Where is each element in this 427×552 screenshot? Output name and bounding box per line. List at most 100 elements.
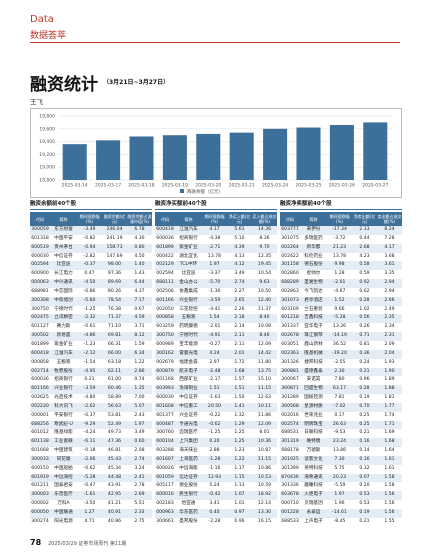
table-cell: -0.37 (83, 262, 96, 268)
table-cell: 44.48 (107, 474, 122, 480)
table-cell: 601919 (31, 474, 49, 480)
table-cell: 0.80 (134, 244, 145, 250)
table-cell: 11.37 (257, 306, 272, 312)
table-cell: 601211 (31, 483, 49, 489)
table-cell: 600030 (156, 395, 174, 401)
table-cell: 300162 (156, 350, 174, 356)
table-cell: 12.09 (257, 421, 272, 427)
table-cell: 000422 (156, 253, 174, 259)
table-cell: 0.16 (359, 456, 370, 462)
table-row: 002679 福建金森 2.97 1.72 11.80 (155, 359, 277, 368)
table-cell: 五粮液 (181, 315, 196, 321)
table-row: 300274 阳光电源 4.71 40.86 2.75 (30, 518, 152, 527)
table-cell: 3.49 (234, 271, 245, 277)
rule (30, 42, 400, 43)
table-cell: 605117 (156, 483, 174, 489)
table-cell: 241.19 (106, 235, 123, 241)
table-cell: -4.38 (208, 235, 221, 241)
table-cell: 捷邦科技 (304, 359, 323, 365)
table-cell: 10.87 (257, 448, 272, 454)
table-cell: 0.70 (359, 403, 370, 409)
column-header: 简称 (59, 216, 68, 222)
table-cell: -2.28 (208, 518, 221, 524)
table-cell: 招商银行 (54, 377, 73, 383)
table-cell: 6.34 (134, 350, 145, 356)
table-cell: 002860 (281, 271, 299, 277)
table-cell: 2.09 (384, 341, 395, 347)
bar (263, 128, 288, 180)
table-cell: -7.02 (333, 403, 346, 409)
table-row: 600026 中远海能 -1.16 1.17 10.86 (155, 465, 277, 474)
table-row: 600030 中信证券 -1.63 1.50 12.63 (155, 394, 277, 403)
table-cell: 301326 (281, 359, 299, 365)
table-cell: 0.60 (134, 439, 145, 445)
table-cell: 兴业银行 (54, 386, 73, 392)
table-cell: -0.47 (83, 483, 96, 489)
table-cell: 5.10 (234, 235, 245, 241)
table-cell: 10.59 (257, 483, 272, 489)
table-cell: 1.02 (359, 306, 370, 312)
table-cell: 多瑞医药 (304, 235, 323, 241)
table-row: 002016 世荣兆业 0.17 0.25 1.74 (280, 412, 402, 421)
table-cell: 9.98 (334, 262, 345, 268)
table-cell: 000002 (31, 501, 49, 507)
table-cell: 3.61 (384, 262, 395, 268)
table-cell: 安诺其 (306, 377, 321, 383)
table-row: 688531 日联科技 -9.53 0.21 1.69 (280, 429, 402, 438)
table-cell: 0.21 (84, 377, 95, 383)
table-cell: 60.46 (107, 386, 122, 392)
table-cell: -4.95 (83, 368, 96, 374)
column-header: 买入额占成交额(%) (252, 214, 277, 224)
table-cell: 12.14 (257, 501, 272, 507)
table-row: 300162 雷曼光电 4.24 2.01 14.42 (155, 349, 277, 359)
table-cell: 98.00 (107, 262, 122, 268)
table-cell: 0.44 (359, 235, 370, 241)
table-cell: 1.97 (134, 421, 145, 427)
table-cell: 1.68 (234, 368, 245, 374)
table-row: 601166 兴业银行 -3.59 60.46 1.35 (30, 385, 152, 395)
table-cell: -3.37 (208, 271, 221, 277)
table-cell: 15.10 (257, 377, 272, 383)
table-cell: 688256 (31, 421, 49, 427)
table-cell: 4.37 (134, 288, 145, 294)
table-cell: 2.30 (334, 368, 345, 374)
table-cell: 4.39 (234, 244, 245, 250)
table-cell: 601166 (31, 386, 49, 392)
table-cell: 读客文化 (304, 456, 323, 462)
table-cell: 3.71 (134, 324, 145, 330)
table-cell: 10.36 (257, 439, 272, 445)
table-cell: 0.62 (359, 288, 370, 294)
table-cell: 君亭酒店 (304, 297, 323, 303)
table-cell: 2.69 (134, 492, 145, 498)
table-cell: 16.15 (257, 518, 272, 524)
table-cell: 600050 (31, 510, 49, 515)
table-row: 300033 同花顺 -2.06 45.43 2.74 (30, 455, 152, 465)
table-cell: 世荣兆业 (304, 412, 323, 418)
table-cell: 300871 (281, 386, 299, 392)
table-cell: -1.25 (83, 306, 96, 312)
table-cell: 2.86 (134, 368, 145, 374)
x-tick-label: 2025-03-21 (229, 183, 255, 189)
table-cell: 8.40 (259, 315, 270, 321)
table-cell: 中芯国际 (54, 288, 73, 294)
table-row: 605117 德业股份 5.24 1.13 10.59 (155, 482, 277, 491)
table-cell: 301158 (281, 262, 299, 268)
table-cell: 1.58 (384, 474, 395, 480)
table-cell: 隆基机械 (304, 350, 323, 356)
table-row: 603993 洛阳钼业 1.51 1.51 11.15 (155, 385, 277, 395)
table-cell: 雷曼光电 (179, 350, 198, 356)
table-cell: 600879 (156, 368, 174, 374)
y-tick-label: 19,800 (39, 114, 55, 120)
table-cell: 1.22 (234, 456, 245, 462)
table-row: 603777 来伊份 -17.34 2.13 8.24 (280, 226, 402, 235)
table-cell: 0.25 (359, 412, 370, 418)
table-row: 300308 中际旭创 -5.60 78.54 7.17 (30, 296, 152, 306)
table-row: 600150 中国船舶 -0.62 45.34 3.24 (30, 465, 152, 474)
table-cell: 45.34 (107, 465, 122, 471)
table-cell: -3.59 (208, 297, 221, 303)
table-cell: 7.80 (334, 377, 345, 383)
table-cell: 600418 (156, 227, 174, 232)
table-cell: 10.53 (257, 474, 272, 480)
table-row: 601012 隆基绿能 -4.24 49.73 3.49 (30, 429, 152, 438)
table-cell: -0.61 (83, 324, 96, 330)
